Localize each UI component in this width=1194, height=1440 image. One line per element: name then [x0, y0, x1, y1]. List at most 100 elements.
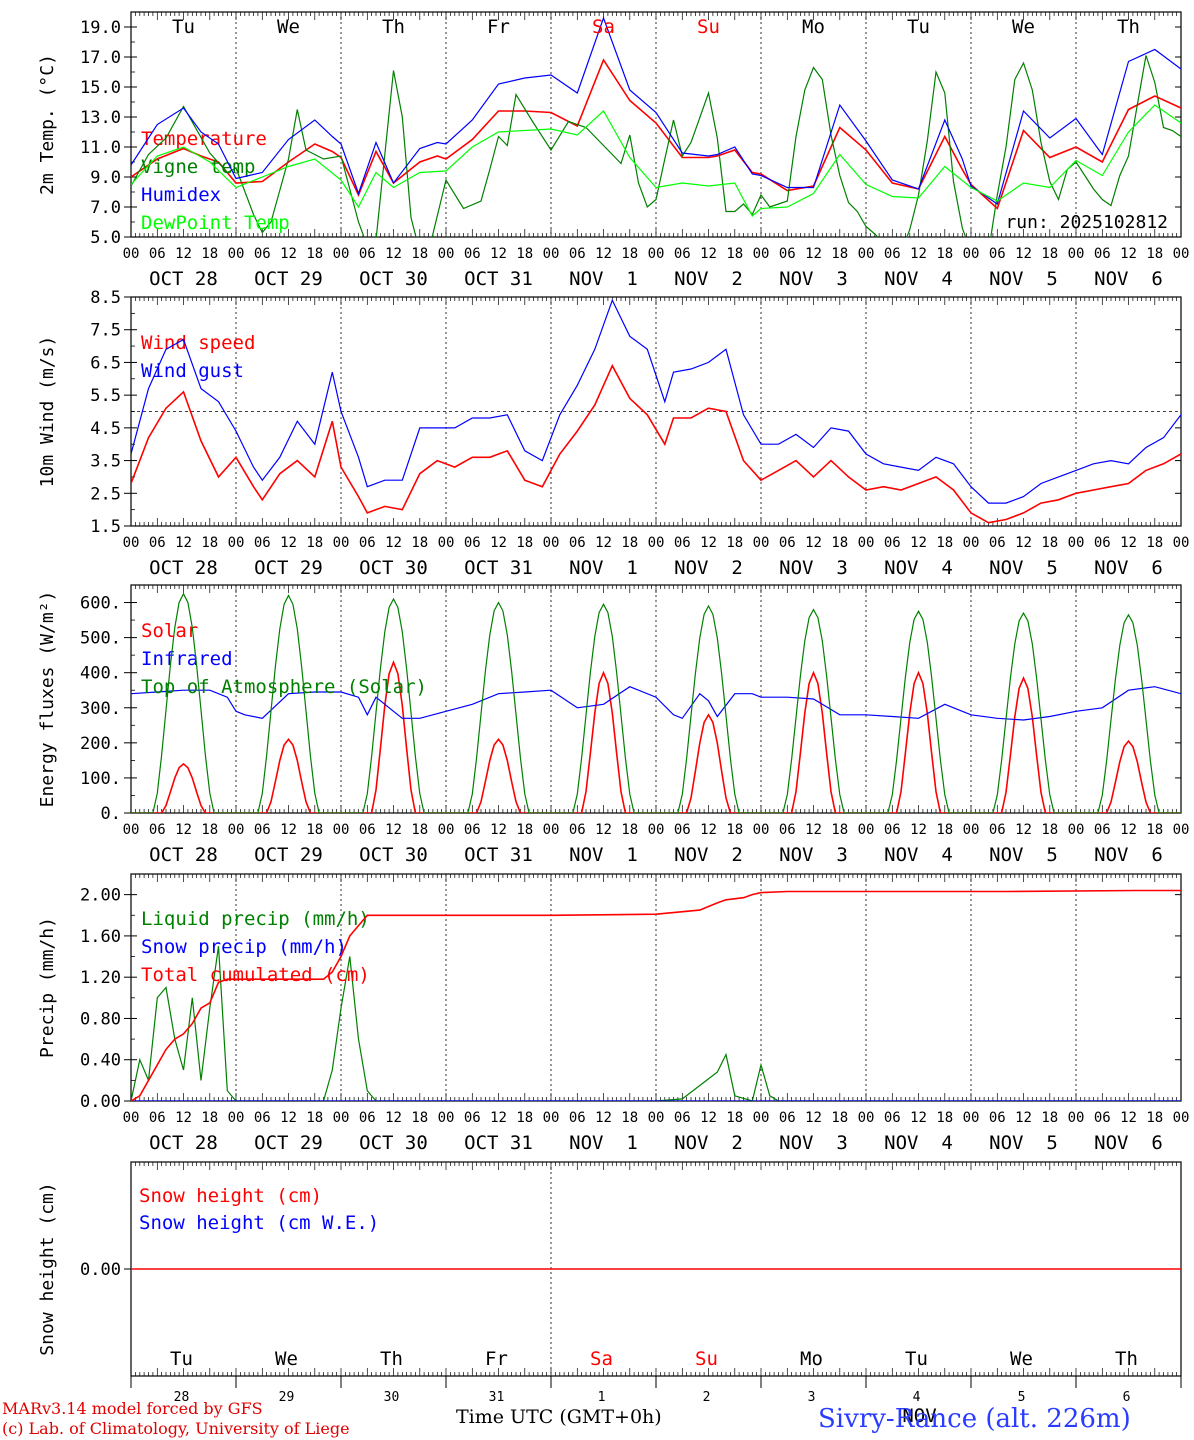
day-number-label: 1 [598, 1390, 606, 1405]
hour-tick-label: 06 [149, 1110, 166, 1126]
date-label: NOV 4 [884, 844, 953, 866]
hour-tick-label: 18 [411, 246, 428, 262]
legend-label: Infrared [141, 648, 233, 670]
hour-tick-label: 12 [280, 535, 297, 551]
hour-tick-label: 00 [333, 535, 350, 551]
hour-tick-label: 12 [280, 246, 297, 262]
series-line [131, 104, 1181, 217]
hour-tick-label: 06 [254, 1110, 271, 1126]
date-label: NOV 1 [569, 557, 638, 579]
series-line [131, 889, 1181, 1101]
series-line [131, 686, 1181, 721]
date-label: NOV 1 [569, 1132, 638, 1154]
hour-tick-label: 00 [543, 1110, 560, 1126]
hour-tick-label: 06 [464, 1110, 481, 1126]
hour-tick-label: 00 [123, 535, 140, 551]
day-label: We [1010, 1348, 1033, 1370]
hour-tick-label: 00 [228, 246, 245, 262]
y-tick-label: 4.5 [90, 419, 121, 439]
hour-tick-label: 12 [490, 1110, 507, 1126]
y-tick-label: 15.0 [80, 78, 121, 98]
day-label: Su [697, 16, 720, 38]
day-label: Su [695, 1348, 718, 1370]
hour-tick-label: 18 [726, 1110, 743, 1126]
hour-tick-label: 18 [201, 246, 218, 262]
hour-tick-label: 06 [674, 1110, 691, 1126]
hour-tick-label: 12 [1120, 535, 1137, 551]
date-label: NOV 4 [884, 268, 953, 290]
hour-tick-label: 18 [831, 246, 848, 262]
hour-tick-label: 00 [543, 822, 560, 838]
y-tick-label: 600. [80, 594, 121, 614]
hour-tick-label: 12 [280, 822, 297, 838]
hour-tick-label: 12 [700, 246, 717, 262]
legend-label: Wind gust [141, 360, 244, 382]
hour-tick-label: 06 [884, 246, 901, 262]
hour-tick-label: 12 [1120, 1110, 1137, 1126]
date-label: OCT 29 [254, 844, 323, 866]
date-label: OCT 28 [149, 557, 218, 579]
legend-label: Solar [141, 620, 198, 642]
date-label: NOV 6 [1094, 557, 1163, 579]
date-label: OCT 29 [254, 1132, 323, 1154]
y-tick-label: 0. [101, 804, 121, 824]
hour-tick-label: 06 [989, 1110, 1006, 1126]
y-tick-label: 500. [80, 629, 121, 649]
date-label: NOV 3 [779, 1132, 848, 1154]
hour-tick-label: 06 [989, 535, 1006, 551]
date-label: NOV 6 [1094, 268, 1163, 290]
flux-y-title: Energy fluxes (W/m²) [37, 591, 58, 808]
hour-tick-label: 18 [621, 822, 638, 838]
hour-tick-label: 00 [753, 1110, 770, 1126]
hour-tick-label: 18 [516, 1110, 533, 1126]
hour-tick-label: 00 [963, 1110, 980, 1126]
y-tick-label: 13.0 [80, 108, 121, 128]
day-label: Th [1117, 16, 1140, 38]
day-label: Tu [172, 16, 195, 38]
hour-tick-label: 06 [254, 246, 271, 262]
hour-tick-label: 18 [411, 822, 428, 838]
hour-tick-label: 06 [779, 822, 796, 838]
y-tick-label: 0.80 [80, 1009, 121, 1029]
hour-tick-label: 06 [464, 246, 481, 262]
hour-tick-label: 18 [936, 535, 953, 551]
legend-label: Liquid precip (mm/h) [141, 908, 370, 930]
hour-tick-label: 18 [621, 246, 638, 262]
lab-credit: (c) Lab. of Climatology, University of L… [2, 1419, 350, 1438]
hour-tick-label: 00 [1173, 246, 1190, 262]
day-number-label: 4 [913, 1390, 921, 1405]
hour-tick-label: 06 [989, 246, 1006, 262]
date-label: OCT 29 [254, 268, 323, 290]
date-label: NOV 4 [884, 557, 953, 579]
date-label: NOV 6 [1094, 1132, 1163, 1154]
hour-tick-label: 18 [936, 822, 953, 838]
day-number-label: 30 [384, 1390, 400, 1405]
hour-tick-label: 00 [438, 822, 455, 838]
hour-tick-label: 18 [621, 535, 638, 551]
temp-y-title: 2m Temp. (°C) [37, 54, 58, 195]
hour-tick-label: 06 [359, 1110, 376, 1126]
y-tick-label: 7.0 [90, 198, 121, 218]
hour-tick-label: 00 [648, 246, 665, 262]
legend-label: DewPoint Temp [141, 212, 290, 234]
hour-tick-label: 12 [700, 1110, 717, 1126]
day-number-label: 28 [174, 1390, 190, 1405]
legend-label: Top of Atmosphere (Solar) [141, 676, 427, 698]
hour-tick-label: 18 [621, 1110, 638, 1126]
flux-frame [130, 584, 1182, 814]
y-tick-label: 1.60 [80, 927, 121, 947]
date-label: NOV 2 [674, 1132, 743, 1154]
hour-tick-label: 12 [385, 1110, 402, 1126]
y-tick-label: 9.0 [90, 168, 121, 188]
day-label: We [275, 1348, 298, 1370]
hour-tick-label: 12 [385, 535, 402, 551]
y-tick-label: 100. [80, 769, 121, 789]
hour-tick-label: 00 [963, 535, 980, 551]
hour-tick-label: 06 [464, 535, 481, 551]
y-tick-label: 5.0 [90, 228, 121, 248]
legend-label: Humidex [141, 184, 221, 206]
date-label: OCT 28 [149, 844, 218, 866]
hour-tick-label: 06 [884, 535, 901, 551]
date-label: OCT 31 [464, 268, 533, 290]
